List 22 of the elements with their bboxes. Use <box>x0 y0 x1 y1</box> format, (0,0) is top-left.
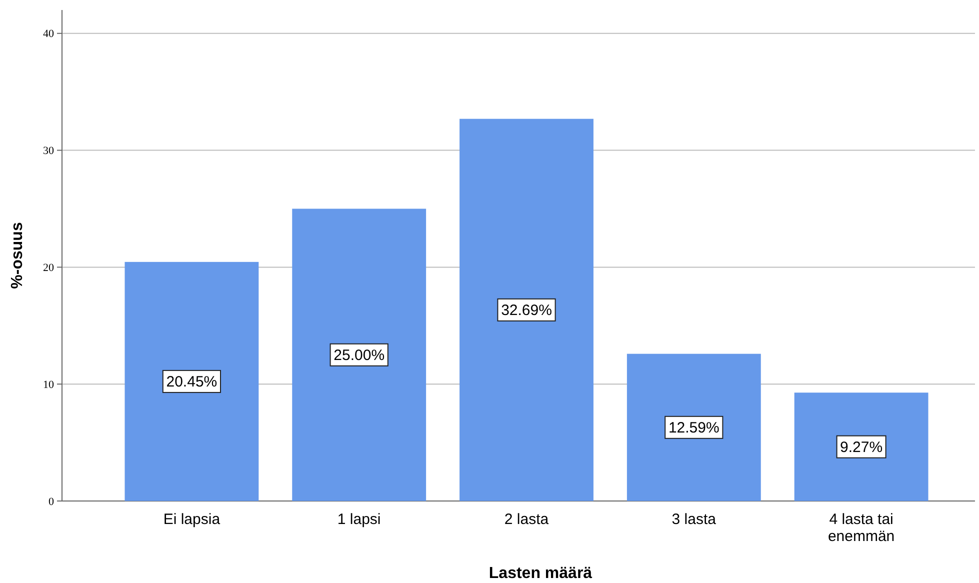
x-tick-label: Ei lapsia <box>163 511 221 528</box>
data-label: 32.69% <box>501 302 552 320</box>
x-tick-label: 1 lapsi <box>337 511 381 528</box>
x-tick-label: 4 lasta tai enemmän <box>828 511 895 545</box>
data-label: 20.45% <box>166 374 218 391</box>
data-label: 9.27% <box>840 439 883 456</box>
bar <box>460 118 594 501</box>
bar <box>124 262 259 501</box>
data-label: 25.00% <box>334 347 385 364</box>
y-tick-label: 40 <box>43 28 54 40</box>
data-label: 12.59% <box>668 420 720 437</box>
x-tick-label: 3 lasta <box>672 511 717 528</box>
y-tick-label: 0 <box>48 496 54 508</box>
y-axis-title: %-osuus <box>9 222 26 289</box>
y-tick-label: 10 <box>43 378 54 391</box>
bar <box>626 354 761 501</box>
bar <box>292 208 426 501</box>
x-tick-label: 2 lasta <box>504 511 550 528</box>
y-tick-label: 20 <box>43 262 54 274</box>
y-tick-label: 30 <box>43 145 54 158</box>
bar <box>794 392 928 501</box>
x-axis-title: Lasten määrä <box>488 565 592 582</box>
